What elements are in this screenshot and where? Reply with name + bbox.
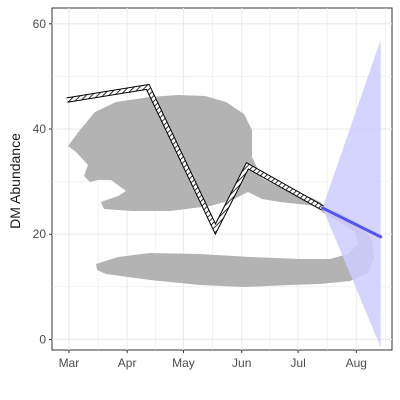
x-tick-label: Aug	[346, 356, 367, 370]
y-tick-label: 20	[33, 227, 47, 241]
y-tick-label: 40	[33, 122, 47, 136]
axis-ticks	[49, 23, 357, 353]
x-tick-label: Apr	[118, 356, 137, 370]
kangaroo-rat-silhouette	[68, 95, 374, 287]
forecast-interval-band	[322, 39, 381, 348]
y-axis-title: DM Abundance	[7, 133, 23, 229]
series-lines	[66, 83, 383, 239]
observed-line	[66, 84, 324, 233]
x-tick-label: Jul	[290, 356, 305, 370]
y-tick-label: 0	[39, 332, 46, 346]
rat-body	[68, 95, 322, 211]
x-tick-label: Mar	[59, 356, 80, 370]
x-tick-label: May	[172, 356, 195, 370]
y-tick-label: 60	[33, 17, 47, 31]
x-tick-label: Jun	[232, 356, 251, 370]
rat-tail	[96, 206, 374, 287]
prediction-interval	[322, 39, 381, 348]
tick-labels: 0 20 40 60 Mar Apr May Jun Jul Aug	[33, 17, 367, 370]
forecast-line	[320, 206, 383, 239]
